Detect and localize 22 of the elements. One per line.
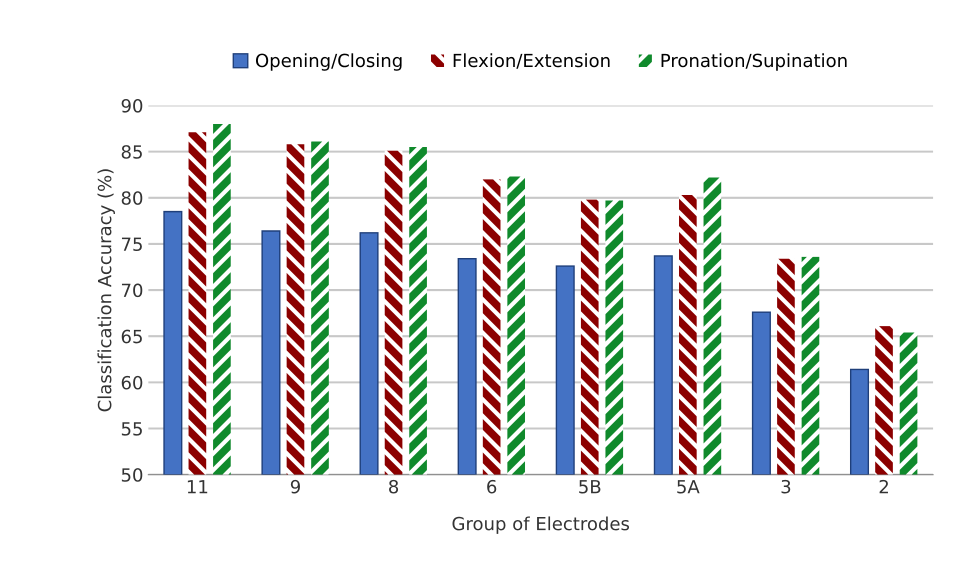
x-tick-label: 9 xyxy=(290,480,300,494)
x-tick-label: 3 xyxy=(782,480,790,494)
y-tick-label: 80 xyxy=(122,191,142,205)
legend-label: Opening/Closing xyxy=(256,53,402,71)
x-tick-label: 6 xyxy=(487,480,496,494)
y-tick-label: 50 xyxy=(122,468,142,482)
x-tick-label: 5A xyxy=(677,480,700,494)
x-tick-label: 8 xyxy=(389,480,398,494)
y-tick-label: 70 xyxy=(122,284,142,298)
y-tick-label: 65 xyxy=(122,330,142,344)
y-axis-title: Classification Accuracy (%) xyxy=(97,169,115,412)
y-tick-label: 75 xyxy=(122,238,142,252)
legend-label: Pronation/Supination xyxy=(662,53,847,71)
legend-label: Flexion/Extension xyxy=(454,53,610,69)
x-axis-title: Group of Electrodes xyxy=(452,516,630,534)
x-tick-label: 2 xyxy=(880,480,888,494)
y-tick-label: 85 xyxy=(122,145,142,159)
x-tick-label: 11 xyxy=(188,480,208,494)
y-tick-label: 60 xyxy=(122,376,142,390)
x-tick-label: 5B xyxy=(579,480,600,494)
y-tick-label: 90 xyxy=(122,98,142,113)
y-tick-label: 55 xyxy=(122,422,142,436)
